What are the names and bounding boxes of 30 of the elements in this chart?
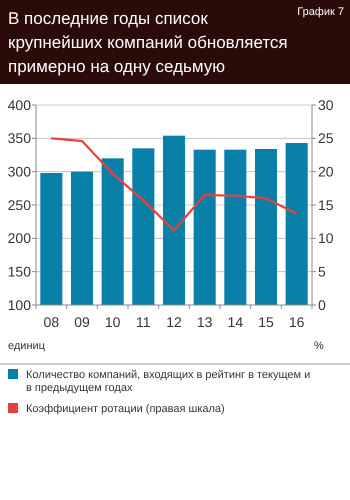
line-series — [50, 137, 298, 232]
y-tick-label: 350 — [8, 130, 32, 146]
y-tick-label: 200 — [8, 230, 32, 246]
y2-tick-label: 10 — [318, 230, 334, 246]
x-tick-label: 15 — [258, 314, 274, 330]
x-tick-label: 09 — [74, 314, 90, 330]
x-tick-label: 12 — [166, 314, 182, 330]
legend-label: Количество компаний, входящих в рейтинг в текущем и в предыдущем годах — [26, 369, 310, 394]
x-tick-label: 14 — [228, 314, 244, 330]
y-tick-label: 400 — [8, 96, 32, 113]
x-tick-label: 10 — [104, 314, 121, 330]
y2-tick-label: 0 — [318, 296, 326, 313]
x-tick-label: 16 — [288, 314, 305, 330]
y2-tick-label: 25 — [318, 130, 334, 146]
x-tick-label: 11 — [136, 314, 151, 330]
y-tick-label: 150 — [8, 264, 32, 280]
y2-tick-label: 20 — [318, 164, 334, 180]
y2-tick-label: 30 — [318, 96, 334, 113]
chart-title: В последние годы список крупнейших компаний обновляется примерно на одну седьмую — [8, 9, 288, 76]
text: График 7 — [297, 6, 344, 18]
x-tick-label: 13 — [196, 314, 213, 330]
y-tick-label: 100 — [8, 296, 32, 313]
y-tick-label: 250 — [8, 196, 32, 213]
y-axis-title: единиц — [8, 340, 46, 352]
x-tick-label: 08 — [44, 314, 60, 330]
y-tick-label: 300 — [8, 164, 32, 180]
legend-label: Коэффициент ротации (правая шкала) — [26, 403, 225, 415]
y2-tick-label: 15 — [318, 196, 334, 213]
y2-axis-title: % — [314, 340, 324, 352]
y2-tick-label: 5 — [318, 264, 326, 280]
